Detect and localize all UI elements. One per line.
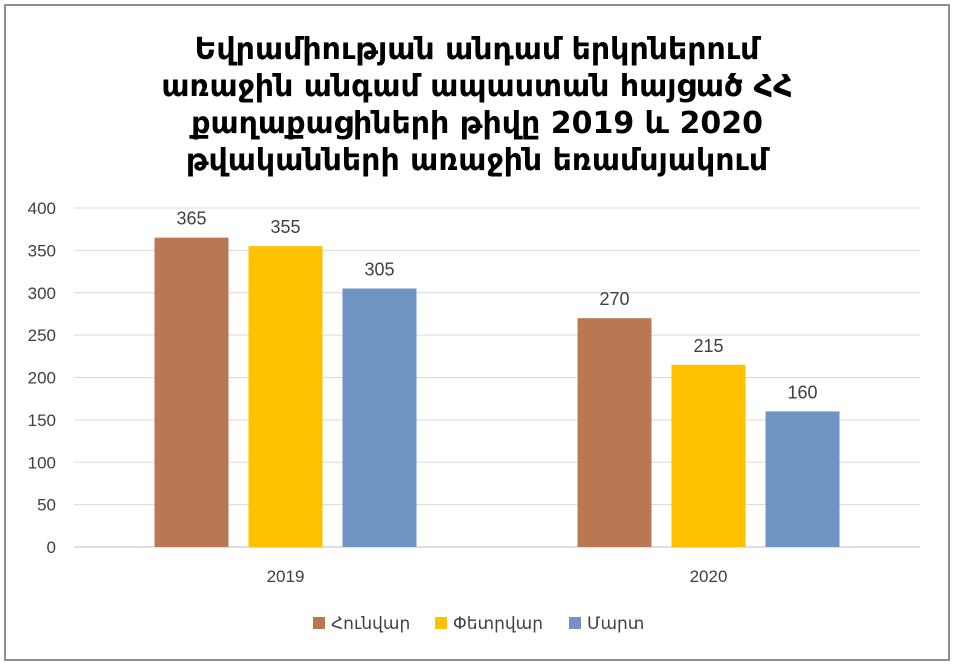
legend-swatch <box>435 617 447 629</box>
x-category-label: 2019 <box>267 567 305 586</box>
chart-frame: Եվրամիության անդամ երկրներում առաջին անգ… <box>4 4 950 661</box>
legend-label: Հունվար <box>331 614 410 633</box>
chart-title-line-3: քաղաքացիների թիվը 2019 և 2020 <box>189 106 763 141</box>
bar-2019-3 <box>342 288 417 547</box>
chart-title-line-2: առաջին անգամ ապաստան հայցած ՀՀ <box>161 69 792 104</box>
legend: Հունվար Փետրվար Մարտ <box>313 614 644 633</box>
y-tick-label: 400 <box>28 199 56 218</box>
y-tick-label: 200 <box>28 369 56 388</box>
bar-2019-2 <box>248 246 323 547</box>
data-label: 270 <box>599 289 629 309</box>
y-tick-label: 150 <box>28 411 56 430</box>
bar-2019-1 <box>154 237 229 547</box>
data-label: 355 <box>270 217 300 237</box>
y-tick-label: 100 <box>28 453 56 472</box>
data-label: 215 <box>693 336 723 356</box>
y-tick-label: 250 <box>28 326 56 345</box>
y-tick-label: 350 <box>28 241 56 260</box>
bar-2020-1 <box>577 318 652 547</box>
x-category-label: 2020 <box>690 567 728 586</box>
y-tick-label: 300 <box>28 284 56 303</box>
legend-label: Փետրվար <box>453 614 543 633</box>
chart-title-line-4: թվականների առաջին եռամսյակում <box>186 143 770 178</box>
chart-svg: Եվրամիության անդամ երկրներում առաջին անգ… <box>28 32 920 633</box>
y-tick-label: 0 <box>47 538 56 557</box>
y-tick-label: 50 <box>37 496 56 515</box>
legend-swatch <box>313 617 325 629</box>
chart-title-line-1: Եվրամիության անդամ երկրներում <box>195 32 762 67</box>
legend-swatch <box>569 617 581 629</box>
bar-2020-2 <box>671 364 746 547</box>
data-label: 160 <box>787 382 817 402</box>
legend-label: Մարտ <box>587 614 644 633</box>
data-label: 365 <box>176 209 206 229</box>
bar-2020-3 <box>765 411 840 547</box>
plot-area: 0 50 100 150 200 250 300 350 400 365 355 305 2019 270… <box>28 199 920 586</box>
data-label: 305 <box>364 260 394 280</box>
